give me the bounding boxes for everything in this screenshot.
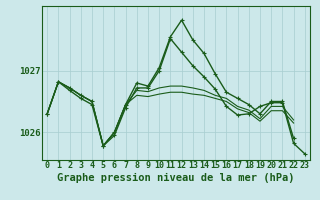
X-axis label: Graphe pression niveau de la mer (hPa): Graphe pression niveau de la mer (hPa) xyxy=(57,173,295,183)
